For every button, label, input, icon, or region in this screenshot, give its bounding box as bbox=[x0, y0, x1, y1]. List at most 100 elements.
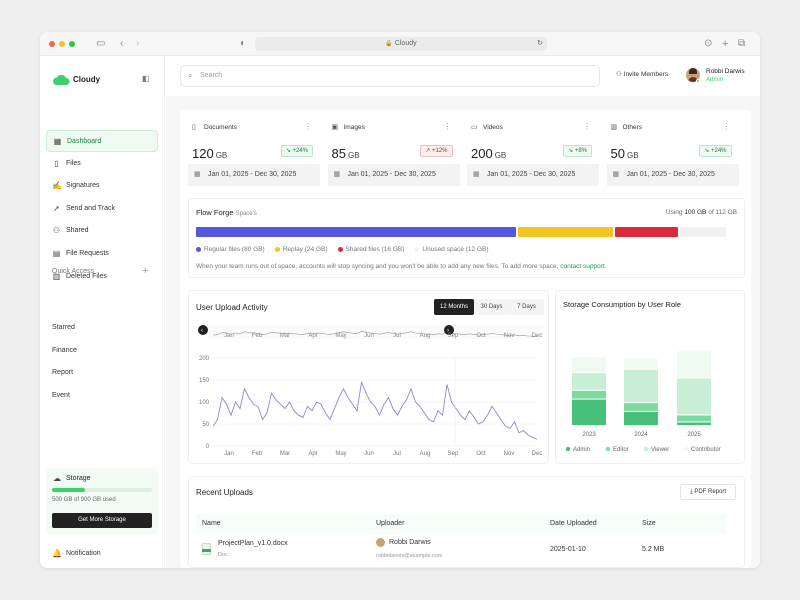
address-bar[interactable]: 🔒 Cloudy ↻ bbox=[255, 37, 547, 51]
bar-admin-2025 bbox=[677, 422, 711, 425]
x-tick-label: Aug bbox=[420, 451, 431, 457]
usage-segment-1 bbox=[518, 227, 614, 237]
tab-12-months[interactable]: 12 Months bbox=[434, 299, 474, 315]
reload-icon[interactable]: ↻ bbox=[537, 40, 543, 47]
minimize-window-button[interactable] bbox=[59, 41, 65, 47]
storage-role-panel: Storage Consumption by User Role 2023 202… bbox=[555, 290, 745, 464]
trend-value: +8% bbox=[574, 148, 587, 154]
navigator-line bbox=[212, 330, 538, 337]
forward-icon[interactable]: › bbox=[136, 38, 140, 49]
y-tick-label: 100 bbox=[199, 400, 210, 406]
navigator-tick-label: Mar bbox=[280, 333, 290, 339]
tabs-overview-icon[interactable]: ⧉ bbox=[738, 38, 746, 49]
trend-value: +12% bbox=[431, 148, 448, 154]
sidebar-item-files[interactable]: ▯ Files bbox=[46, 153, 158, 175]
sidebar-item-notification[interactable]: 🔔 Notification bbox=[46, 543, 158, 565]
new-tab-icon[interactable]: + bbox=[722, 38, 729, 50]
table-row[interactable]: ProjectPlan_v1.0.docx Doc Robbi Darwis r… bbox=[196, 535, 726, 567]
stat-value: 85 GB bbox=[332, 145, 360, 163]
file-icon: ▯ bbox=[54, 158, 59, 168]
shield-icon[interactable]: ◐ bbox=[240, 38, 247, 49]
get-more-storage-button[interactable]: Get More Storage bbox=[52, 513, 152, 528]
quick-access-starred[interactable]: Starred bbox=[52, 324, 75, 331]
x-tick-label: May bbox=[335, 451, 346, 457]
download-report-icon: ⤓ bbox=[689, 489, 693, 495]
quick-access-report[interactable]: Report bbox=[52, 369, 74, 377]
sidebar-item-help-and-guide[interactable]: ?Help and Guide bbox=[46, 566, 158, 568]
bar-viewer-2025 bbox=[677, 378, 711, 415]
download-icon[interactable]: ⊙ bbox=[704, 38, 713, 49]
sidebar-item-deleted-files[interactable]: ▥ Deleted Files bbox=[46, 266, 158, 288]
invite-members-button[interactable]: ⚇ Invite Members bbox=[616, 70, 668, 78]
users-icon: ⚇ bbox=[52, 226, 61, 236]
x-tick-label: 2023 bbox=[582, 432, 596, 438]
stat-card-others[interactable]: ▥ Others ⋮ 50 GB ↘ +24% ▦ Jan 01, 2025 - Dec 30… bbox=[606, 118, 739, 186]
sidebar-item-signatures[interactable]: ✍ Signatures bbox=[46, 175, 158, 197]
collapse-sidebar-icon[interactable]: ◧ bbox=[142, 74, 150, 83]
sidebar-item-label: Signatures bbox=[66, 182, 100, 190]
range-navigator[interactable] bbox=[207, 325, 543, 339]
tab-30-days[interactable]: 30 Days bbox=[474, 299, 509, 315]
search-input[interactable]: Search bbox=[200, 72, 223, 79]
usage-legend-item: Regular files (80 GB) bbox=[196, 246, 265, 253]
user-profile[interactable]: Robbi Darwis Admin bbox=[686, 66, 756, 88]
storage-progress-track bbox=[52, 488, 152, 492]
legend-swatch bbox=[274, 246, 280, 252]
quick-access-event[interactable]: Event bbox=[52, 391, 70, 399]
sidebar-toggle-icon[interactable]: ▭ bbox=[96, 38, 106, 49]
date-range[interactable]: ▦ Jan 01, 2025 - Dec 30, 2025 bbox=[327, 164, 460, 186]
other-files-icon: ▥ bbox=[610, 124, 618, 131]
chevron-left-icon: ‹ bbox=[201, 328, 203, 334]
usage-legend-item: Unused space (12 GB) bbox=[414, 246, 489, 253]
pdf-report-button[interactable]: ⤓ PDF Report bbox=[680, 484, 736, 500]
maximize-window-button[interactable] bbox=[69, 41, 75, 47]
space-note-text: When your team runs out of space, accoun… bbox=[196, 263, 559, 270]
recent-uploads-title: Recent Uploads bbox=[196, 488, 253, 497]
tab-7-days[interactable]: 7 Days bbox=[509, 299, 544, 315]
quick-access-finance[interactable]: Finance bbox=[52, 346, 77, 354]
file-name[interactable]: ProjectPlan_v1.0.docx bbox=[218, 540, 288, 547]
navigator-tick-label: May bbox=[335, 333, 346, 339]
storage-title: Storage bbox=[66, 475, 91, 482]
add-quick-access-icon[interactable]: + bbox=[142, 265, 149, 277]
sidebar-item-send-and-track[interactable]: ➚ Send and Track bbox=[46, 198, 158, 220]
stat-card-videos[interactable]: ▭ Videos ⋮ 200 GB ↘ +8% ▦ Jan 01, 2025 - Dec 30… bbox=[467, 118, 599, 186]
upload-activity-chart: ‹ › 0 50 100 150 200 Jan Jan Feb Feb Mar Mar Apr Apr Ma… bbox=[198, 325, 543, 457]
date-range[interactable]: ▦ Jan 01, 2025 - Dec 30, 2025 bbox=[467, 164, 599, 186]
bar-editor-2024 bbox=[624, 403, 658, 411]
date-range[interactable]: ▦ Jan 01, 2025 - Dec 30, 2025 bbox=[188, 164, 320, 186]
calendar-icon: ▦ bbox=[473, 171, 480, 178]
more-options-icon[interactable]: ⋮ bbox=[722, 122, 731, 131]
more-options-icon[interactable]: ⋮ bbox=[304, 122, 312, 131]
legend-label: Unused space (12 GB) bbox=[422, 246, 489, 253]
sidebar-item-label: Deleted Files bbox=[66, 272, 107, 280]
back-icon[interactable]: ‹ bbox=[120, 38, 124, 49]
stat-unit: GB bbox=[494, 151, 507, 160]
sidebar-item-shared[interactable]: ⚇ Shared bbox=[46, 220, 158, 242]
table-header: Name Uploader Date Uploaded Size bbox=[196, 514, 726, 534]
stat-card-documents[interactable]: ▯ Documents ⋮ 120 GB ↘ +24% ▦ Jan 01, 2025 - De… bbox=[188, 118, 320, 186]
navigator-tick-label: Nov bbox=[504, 333, 515, 339]
app-window: ▭ ‹ › ◐ 🔒 Cloudy ↻ ⊙ + ⧉ Cloudy ◧ ▦ Dashb… bbox=[40, 32, 760, 568]
contact-support-link[interactable]: contact support. bbox=[560, 263, 607, 270]
more-options-icon[interactable]: ⋮ bbox=[443, 122, 452, 131]
trend-value: +24% bbox=[710, 148, 727, 154]
space-subtitle: Space's bbox=[235, 211, 257, 217]
sidebar-item-dashboard[interactable]: ▦ Dashboard bbox=[46, 130, 158, 152]
stat-card-images[interactable]: ▣ Images ⋮ 85 GB ↗ +12% ▦ Jan 01, 2025 - Dec 30… bbox=[327, 118, 460, 186]
close-window-button[interactable] bbox=[49, 41, 55, 47]
more-options-icon[interactable]: ⋮ bbox=[583, 122, 591, 131]
navigator-left-handle[interactable] bbox=[198, 325, 208, 335]
video-icon: ▭ bbox=[471, 124, 478, 131]
search-box[interactable]: ⌕ Search bbox=[180, 65, 600, 87]
space-name: Flow Forge bbox=[196, 208, 234, 217]
bar-contributor-2025 bbox=[677, 351, 711, 378]
trend-up-icon: ↘ bbox=[704, 148, 711, 154]
navigator-right-handle[interactable] bbox=[444, 325, 454, 335]
date-range-text: Jan 01, 2025 - Dec 30, 2025 bbox=[626, 171, 715, 178]
sidebar-item-file-requests[interactable]: ▤ File Requests bbox=[46, 243, 158, 265]
cloud-logo-icon bbox=[53, 74, 70, 85]
x-tick-label: Jul bbox=[393, 451, 401, 457]
date-range[interactable]: ▦ Jan 01, 2025 - Dec 30, 2025 bbox=[606, 164, 739, 186]
bar-editor-2025 bbox=[677, 415, 711, 422]
